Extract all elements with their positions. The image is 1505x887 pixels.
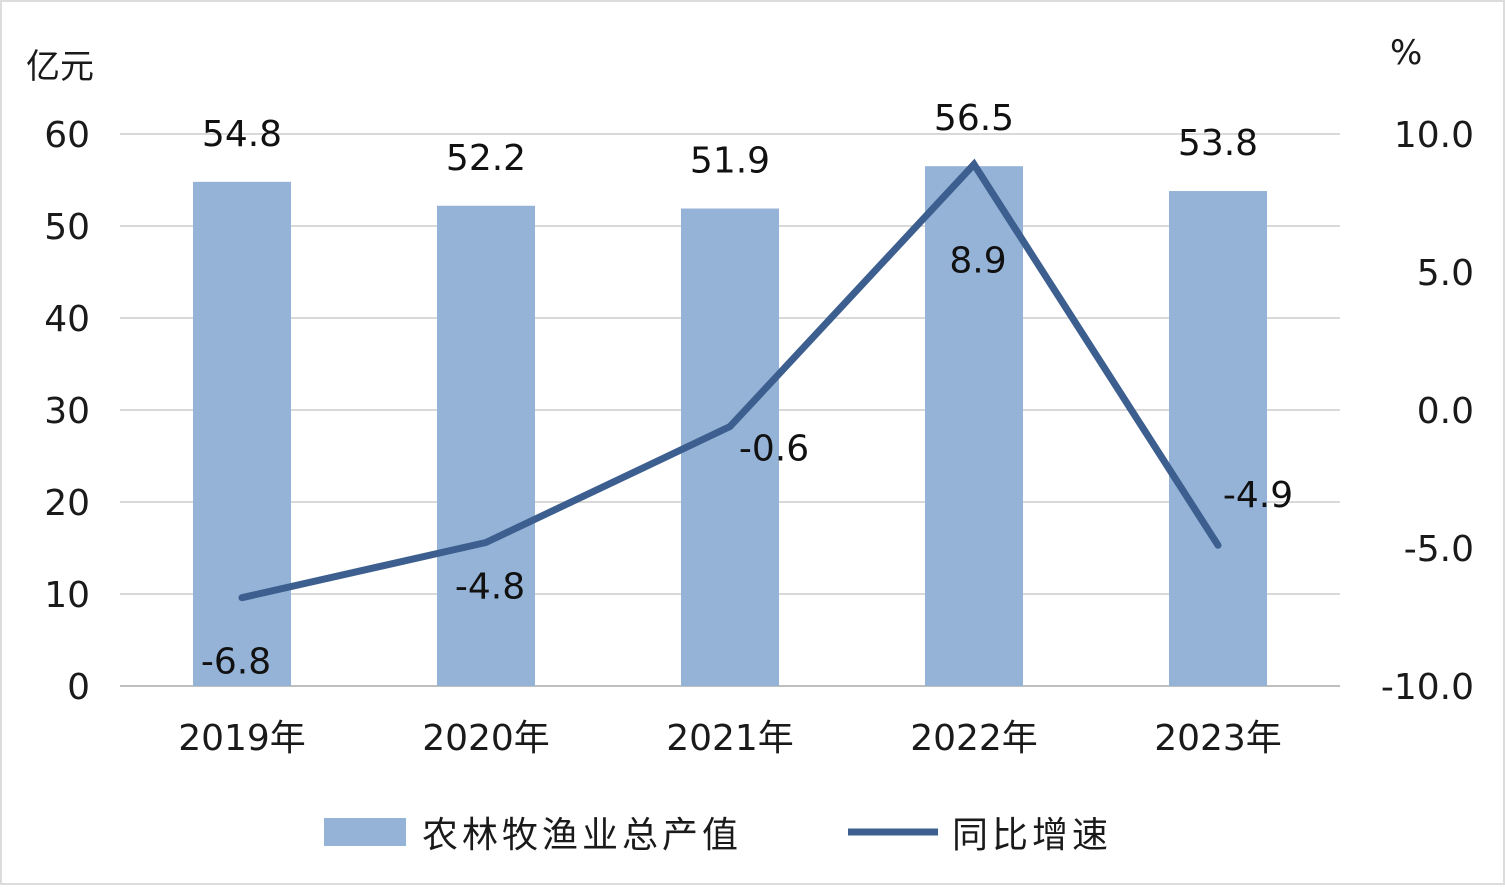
left-tick-label: 50 [44,207,90,248]
line-value-label: -0.6 [739,429,809,470]
left-tick-label: 40 [44,299,90,340]
bar-value-label: 51.9 [690,141,770,182]
right-tick-label: 5.0 [1417,253,1474,294]
bar-value-label: 56.5 [934,98,1014,139]
x-tick-label: 2023年 [1154,718,1282,759]
bar-series [193,166,1267,687]
left-tick-label: 0 [67,667,90,708]
right-tick-label: 0.0 [1417,391,1474,432]
right-tick-label: 10.0 [1394,115,1474,156]
bar [437,205,535,686]
legend: 农林牧渔业总产值 同比增速 [324,815,1112,856]
data-labels: 54.8 52.2 51.9 56.5 53.8 -6.8 -4.8 -0.6 8.9 -4.9 [201,98,1293,682]
legend-line-label: 同比增速 [952,815,1112,856]
growth-line [238,158,1222,602]
bar-value-label: 54.8 [202,114,282,155]
legend-bar-swatch [324,818,406,846]
x-tick-label: 2019年 [178,718,306,759]
left-tick-label: 20 [44,483,90,524]
x-tick-label: 2021年 [666,718,794,759]
x-tick-label: 2020年 [422,718,550,759]
left-tick-label: 10 [44,575,90,616]
right-axis-unit: % [1390,33,1422,73]
line-value-label: -4.9 [1223,475,1293,516]
left-tick-label: 60 [44,115,90,156]
legend-bar-label: 农林牧渔业总产值 [422,815,742,856]
line-value-label: 8.9 [949,240,1006,281]
left-tick-label: 30 [44,391,90,432]
right-tick-label: -10.0 [1381,667,1474,708]
line-series [238,158,1222,602]
bar [193,181,291,686]
left-axis-unit: 亿元 [26,47,94,87]
axes: 亿元 % 0 10 20 30 40 50 60 -10.0 -5.0 0.0 5.0 10.0 201… [26,33,1474,759]
line-value-label: -6.8 [201,642,271,683]
bar-value-label: 52.2 [446,138,526,179]
bar [925,166,1023,686]
x-tick-label: 2022年 [910,718,1038,759]
line-value-label: -4.8 [455,566,525,607]
bar-value-label: 53.8 [1178,123,1258,164]
right-tick-label: -5.0 [1404,529,1474,570]
bar [681,208,779,686]
bar [1169,191,1267,687]
